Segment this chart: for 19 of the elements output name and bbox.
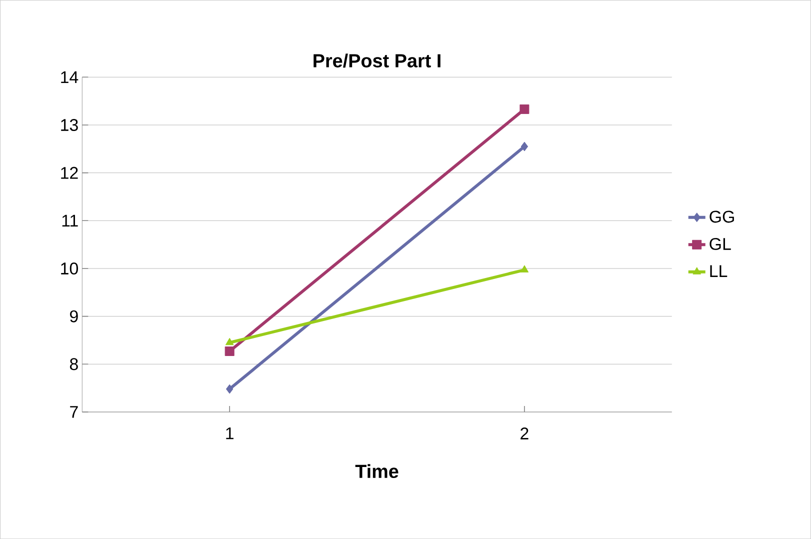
y-tick-label: 9: [70, 310, 78, 322]
y-tick-label: 14: [61, 71, 78, 83]
y-tick-label: 11: [62, 214, 78, 226]
legend-label: GG: [710, 210, 734, 223]
y-tick-label: 13: [61, 118, 78, 131]
y-tick-label: 12: [61, 166, 78, 179]
chart-title: Pre/Post Part I: [314, 54, 440, 68]
x-tick-label: 1: [226, 427, 234, 440]
legend-label: LL: [710, 265, 728, 277]
x-axis-title: Time: [355, 464, 398, 478]
point: [224, 346, 234, 356]
point: [520, 142, 528, 152]
y-tick-label: 7: [70, 406, 78, 418]
x-tick-label: 2: [520, 427, 528, 440]
legend-label: GL: [710, 238, 731, 250]
point: [520, 104, 530, 114]
point: [226, 384, 234, 394]
y-tick-label: 8: [70, 358, 78, 370]
y-tick-label: 10: [61, 262, 78, 274]
